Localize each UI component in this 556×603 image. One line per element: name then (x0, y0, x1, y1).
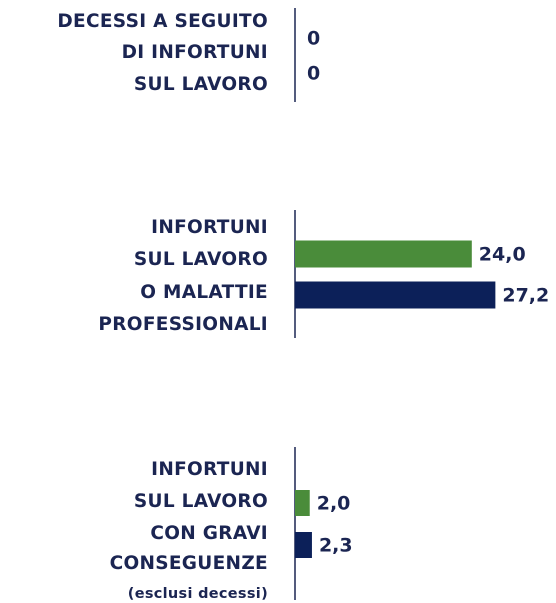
bar (295, 281, 496, 309)
category-label: CONSEGUENZE (110, 553, 268, 574)
category-label: DI INFORTUNI (122, 42, 268, 63)
category-label: SUL LAVORO (134, 491, 268, 512)
category-label: DECESSI A SEGUITO (57, 11, 268, 32)
category-label: INFORTUNI (151, 459, 268, 480)
bar (295, 490, 310, 516)
value-label: 2,3 (319, 535, 353, 557)
value-label: 0 (307, 28, 320, 50)
value-label: 24,0 (479, 244, 526, 266)
bar (295, 240, 472, 268)
value-label: 0 (307, 63, 320, 85)
category-label: (esclusi decessi) (128, 586, 268, 602)
category-label: O MALATTIE (140, 282, 268, 303)
value-label: 2,0 (317, 493, 351, 515)
category-label: CON GRAVI (150, 523, 268, 544)
category-label: INFORTUNI (151, 217, 268, 238)
category-label: SUL LAVORO (134, 74, 268, 95)
category-label: PROFESSIONALI (98, 314, 268, 335)
bar (295, 532, 312, 558)
value-label: 27,2 (502, 285, 549, 307)
category-label: SUL LAVORO (134, 249, 268, 270)
